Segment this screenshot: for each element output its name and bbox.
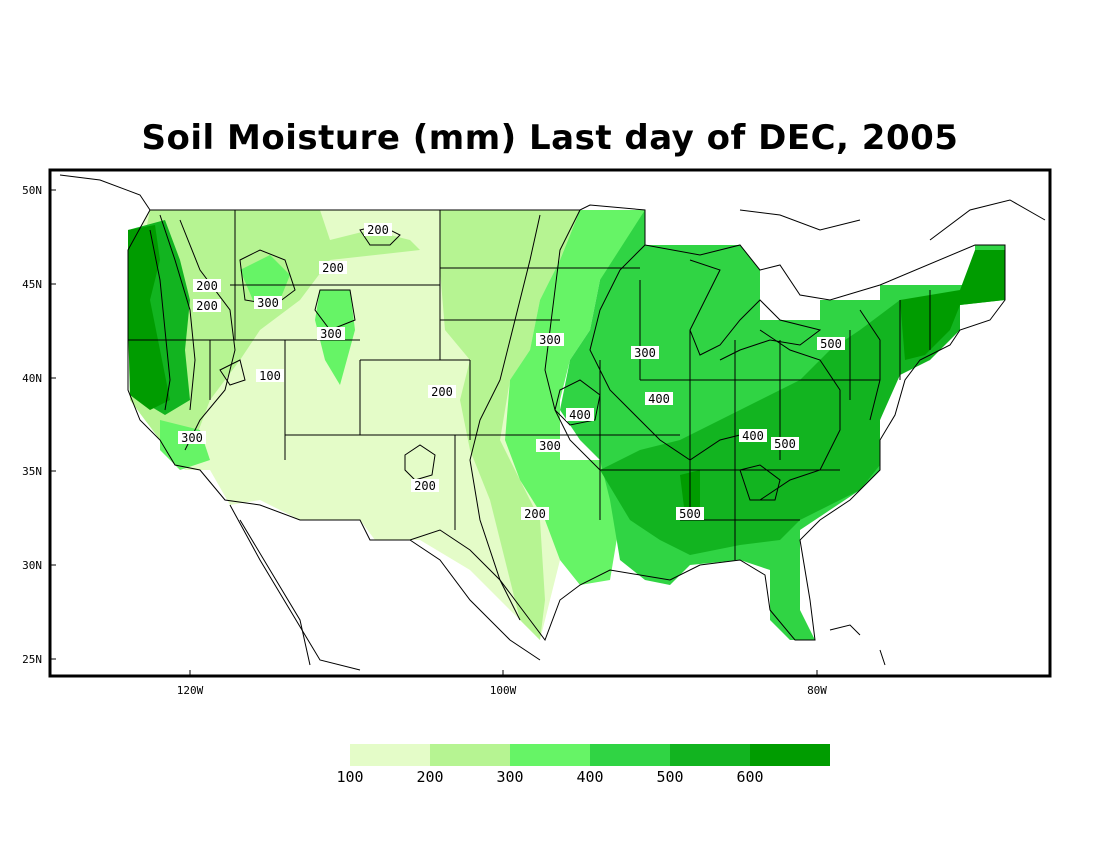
lon-axis: 120W 100W 80W <box>177 670 827 697</box>
legend-swatch <box>510 744 590 766</box>
contour-label: 200 <box>319 261 347 275</box>
lon-tick-label: 120W <box>177 684 204 697</box>
contour-line <box>589 244 761 461</box>
svg-text:200: 200 <box>367 223 389 237</box>
contour-label: 500 <box>676 507 704 521</box>
map-frame-group: 2002002002003003003003003003003001002002… <box>22 168 1052 697</box>
legend-label: 400 <box>576 768 603 786</box>
legend-swatch <box>350 744 430 766</box>
svg-text:300: 300 <box>320 327 342 341</box>
legend-label: 100 <box>336 768 363 786</box>
contour-label: 200 <box>193 279 221 293</box>
svg-text:400: 400 <box>569 408 591 422</box>
florida-keys <box>829 624 886 666</box>
lat-tick-label: 30N <box>22 559 42 572</box>
contour-line <box>314 289 356 331</box>
legend-label: 600 <box>736 768 763 786</box>
contour-label: 400 <box>566 408 594 422</box>
contour-label: 300 <box>631 346 659 360</box>
lat-tick-label: 50N <box>22 184 42 197</box>
svg-text:500: 500 <box>820 337 842 351</box>
zone-600-nw <box>128 225 170 410</box>
legend-swatch <box>750 744 830 766</box>
mexico-coast <box>229 504 541 671</box>
svg-text:500: 500 <box>679 507 701 521</box>
contour-line <box>739 464 781 501</box>
contour-label: 500 <box>771 437 799 451</box>
contour-line <box>159 214 196 411</box>
svg-text:300: 300 <box>181 431 203 445</box>
svg-text:200: 200 <box>196 279 218 293</box>
great-lakes <box>689 259 822 361</box>
svg-text:100: 100 <box>259 369 281 383</box>
svg-text:400: 400 <box>742 429 764 443</box>
color-legend: 100 200 300 400 500 600 <box>336 744 830 786</box>
contour-label: 400 <box>645 392 673 406</box>
svg-text:500: 500 <box>774 437 796 451</box>
zone-200 <box>128 210 420 470</box>
legend-swatch <box>430 744 510 766</box>
contour-line <box>179 219 236 451</box>
lat-axis: 50N 45N 40N 35N 30N 25N <box>22 184 56 666</box>
us-outline <box>127 204 1006 642</box>
contour-line <box>859 309 881 421</box>
contour-label: 300 <box>254 296 282 310</box>
lat-tick-label: 40N <box>22 372 42 385</box>
svg-text:300: 300 <box>634 346 656 360</box>
contour-line <box>469 214 541 621</box>
contour-label: 200 <box>364 223 392 237</box>
contour-label: 300 <box>536 439 564 453</box>
contour-label: 200 <box>193 299 221 313</box>
legend-label: 500 <box>656 768 683 786</box>
map-title: Soil Moisture (mm) Last day of DEC, 2005 <box>141 118 959 158</box>
zone-200b <box>440 210 580 640</box>
contour-line <box>404 444 436 481</box>
contour-labels: 2002002002003003003003003003003001002002… <box>178 223 845 521</box>
lon-tick-label: 80W <box>807 684 827 697</box>
contour-line <box>149 229 171 411</box>
contour-line <box>219 359 246 386</box>
contour-line <box>239 249 296 306</box>
baja <box>239 519 311 666</box>
contour-line <box>759 329 841 501</box>
contour-label: 100 <box>256 369 284 383</box>
svg-text:300: 300 <box>539 333 561 347</box>
lon-tick-label: 100W <box>490 684 517 697</box>
svg-text:300: 300 <box>257 296 279 310</box>
contour-line <box>554 379 601 426</box>
contour-label: 200 <box>411 479 439 493</box>
contour-label: 400 <box>739 429 767 443</box>
lat-tick-label: 25N <box>22 653 42 666</box>
zone-600-ne <box>900 250 1005 360</box>
svg-text:300: 300 <box>539 439 561 453</box>
boundaries <box>59 174 1046 671</box>
svg-text:200: 200 <box>196 299 218 313</box>
svg-text:200: 200 <box>414 479 436 493</box>
legend-swatch <box>590 744 670 766</box>
canada-coast <box>59 174 1046 241</box>
svg-text:400: 400 <box>648 392 670 406</box>
lat-tick-label: 45N <box>22 278 42 291</box>
svg-text:200: 200 <box>322 261 344 275</box>
contour-label: 300 <box>178 431 206 445</box>
contour-line <box>544 209 601 471</box>
contour-label: 300 <box>317 327 345 341</box>
contour-label: 300 <box>536 333 564 347</box>
lat-tick-label: 35N <box>22 465 42 478</box>
svg-text:200: 200 <box>431 385 453 399</box>
contour-label: 500 <box>817 337 845 351</box>
contours <box>149 209 881 621</box>
legend-label: 200 <box>416 768 443 786</box>
legend-swatch <box>670 744 750 766</box>
legend-label: 300 <box>496 768 523 786</box>
zone-300-west <box>240 255 290 305</box>
svg-text:200: 200 <box>524 507 546 521</box>
contour-label: 200 <box>521 507 549 521</box>
contour-label: 200 <box>428 385 456 399</box>
